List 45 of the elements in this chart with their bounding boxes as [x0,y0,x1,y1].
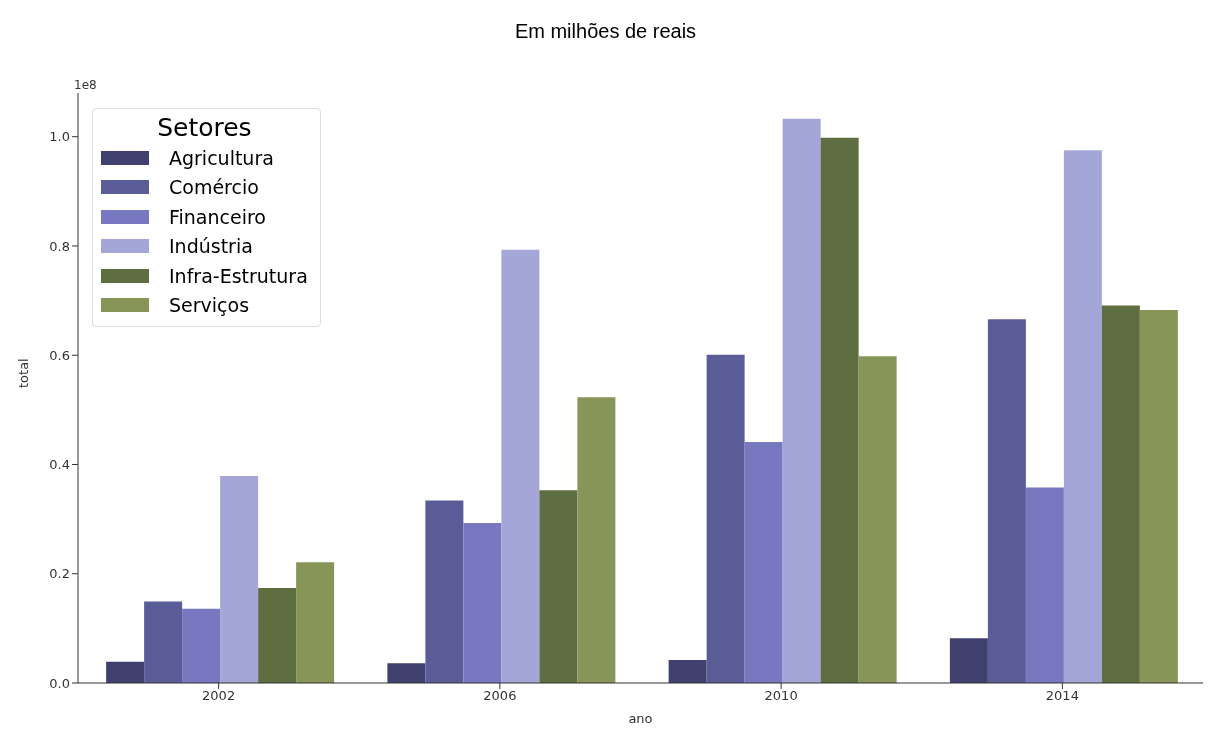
bar [1025,487,1064,683]
legend-title: Setores [156,113,253,143]
bar [144,601,183,683]
bar [858,356,897,683]
x-tick-label: 2010 [764,688,798,704]
legend-label: Comércio [169,176,259,199]
legend-label: Serviços [169,294,250,317]
y-tick-label: 0.8 [49,238,70,254]
bar [706,354,745,683]
text: 1e8 [74,78,97,92]
bar [744,442,783,683]
bar [1101,305,1140,683]
y-tick-label: 0.2 [49,566,70,582]
y-axis-title: total [15,358,31,388]
bar [820,137,859,683]
bar [577,397,616,683]
bar [501,249,540,683]
chart-title: Em milhões de reais [513,19,698,44]
bar [949,638,988,683]
bar [425,500,464,683]
bar [220,475,259,683]
bar [258,587,297,683]
bar [539,490,578,683]
legend-label: Infra-Estrutura [169,264,308,287]
bar [182,608,221,683]
bar [1139,309,1178,683]
bar [987,319,1026,683]
y-tick-label: 0.0 [49,675,70,691]
bar [106,661,145,683]
x-tick-label: 2014 [1045,688,1079,704]
y-tick-label: 0.6 [49,347,70,363]
y-tick-label: 0.4 [49,457,70,473]
x-tick-label: 2006 [483,688,517,704]
bar [782,118,821,683]
bar [387,663,426,683]
bar [463,522,502,683]
bar [668,660,707,683]
y-tick-label: 1.0 [49,129,70,145]
legend-label: Agricultura [169,146,274,169]
x-tick-label: 2002 [202,688,236,704]
legend-label: Indústria [169,235,253,258]
bar [296,562,335,683]
bar [1063,150,1102,683]
x-axis-title: ano [628,711,653,726]
legend-label: Financeiro [169,205,266,228]
